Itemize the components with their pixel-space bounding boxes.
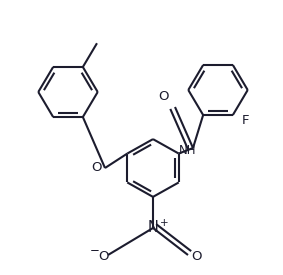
Text: +: + (160, 218, 169, 227)
Text: O: O (98, 250, 109, 263)
Text: N: N (147, 221, 158, 235)
Text: O: O (92, 161, 102, 174)
Text: −: − (89, 244, 99, 257)
Text: F: F (242, 114, 249, 127)
Text: NH: NH (179, 144, 196, 157)
Text: O: O (191, 250, 202, 263)
Text: O: O (158, 90, 169, 103)
